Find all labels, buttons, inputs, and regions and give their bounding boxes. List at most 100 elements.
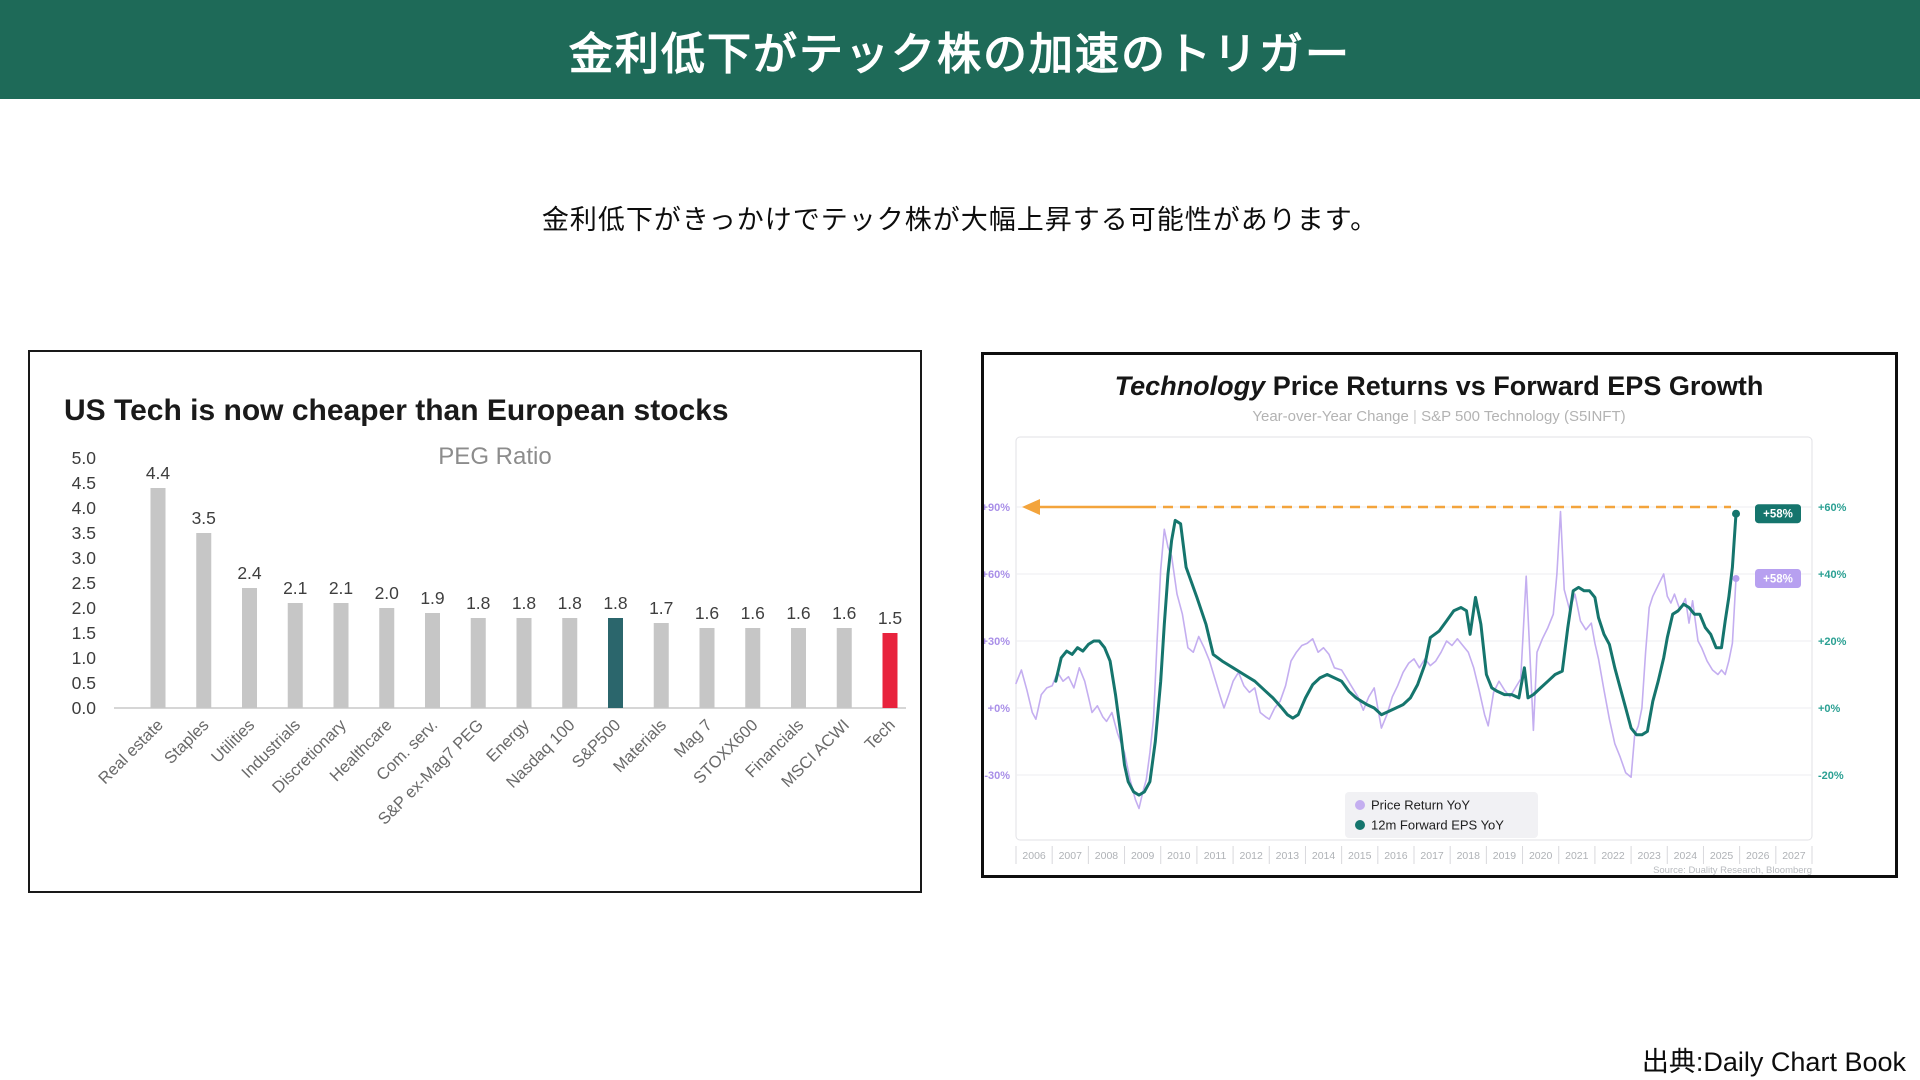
bar-value-label: 2.1 — [283, 578, 307, 598]
bar-healthcare — [379, 608, 395, 708]
series-end-badge: +58% — [1755, 504, 1801, 524]
legend: Price Return YoY 12m Forward EPS YoY — [1345, 792, 1538, 838]
right-axis-tick: +40% — [1818, 569, 1847, 581]
bar-y-tick: 5.0 — [72, 448, 97, 468]
highlight-arrow — [1022, 499, 1731, 515]
year-label: 2018 — [1457, 850, 1481, 862]
bar-y-tick: 4.5 — [72, 473, 96, 493]
line-chart-title: Technology Price Returns vs Forward EPS … — [1115, 371, 1764, 401]
badge-label: +58% — [1763, 573, 1793, 585]
slide-subtitle: 金利低下がきっかけでテック株が大幅上昇する可能性があります。 — [541, 205, 1379, 235]
series-end-badge: +58% — [1755, 568, 1801, 588]
bar-category-label: Mag 7 — [671, 716, 716, 761]
right-axis-labels: +60% +40% +20% +0% -20% — [1818, 502, 1847, 782]
bar-value-label: 1.7 — [649, 598, 673, 618]
legend-label: Price Return YoY — [1371, 798, 1470, 813]
year-label: 2008 — [1095, 850, 1119, 862]
year-label: 2021 — [1565, 850, 1589, 862]
bar-msci-acwi — [836, 628, 852, 708]
bar-y-tick: 1.5 — [72, 623, 96, 643]
series-end-dot — [1732, 509, 1741, 518]
bar-category-label: Tech — [861, 716, 898, 753]
slide-title: 金利低下がテック株の加速のトリガー — [569, 29, 1351, 79]
plot-gridlines — [1016, 506, 1812, 776]
bar-value-label: 1.8 — [466, 593, 490, 613]
year-label: 2020 — [1529, 850, 1553, 862]
bar-financials — [791, 628, 806, 708]
slide-source: 出典:Daily Chart Book — [1641, 1047, 1906, 1077]
bar-category-label: Real estate — [95, 716, 167, 788]
right-axis-tick: -20% — [1818, 770, 1844, 782]
bar-y-axis: 0.0 0.5 1.0 1.5 2.0 2.5 3.0 3.5 4.0 4.5 5.0 — [72, 448, 97, 718]
left-axis-tick: +60% — [984, 569, 1010, 581]
bar-tech — [882, 633, 898, 708]
bar-y-tick: 0.0 — [72, 698, 97, 718]
bar-y-tick: 0.5 — [72, 673, 96, 693]
arrow-head-icon — [1022, 499, 1040, 515]
bar-staples — [196, 533, 212, 708]
bar-value-label: 1.6 — [695, 603, 719, 623]
x-axis-years: 2006 2007 2008 2009 2010 2011 2012 2013 2014 2015… — [1015, 846, 1813, 864]
year-label: 2026 — [1746, 850, 1770, 862]
left-axis-tick: +0% — [988, 703, 1011, 715]
bar-value-label: 1.6 — [832, 603, 856, 623]
bar-value-label: 1.6 — [786, 603, 810, 623]
line-chart-subtitle: Year-over-Year Change | S&P 500 Technolo… — [1252, 408, 1625, 425]
bar-value-label: 1.8 — [558, 593, 582, 613]
right-axis-tick: +0% — [1818, 703, 1841, 715]
bar-value-label: 4.4 — [146, 463, 171, 483]
bar-value-label: 1.5 — [878, 608, 902, 628]
year-label: 2027 — [1782, 850, 1806, 862]
bar-y-tick: 2.0 — [72, 598, 97, 618]
bar-nasdaq-100 — [562, 618, 578, 708]
bar-value-label: 3.5 — [192, 508, 216, 528]
bar-value-label: 1.6 — [741, 603, 765, 623]
bar-energy — [516, 618, 532, 708]
badge-bg — [1755, 568, 1801, 588]
year-label: 2011 — [1204, 850, 1227, 862]
legend-dot-icon — [1355, 800, 1365, 810]
year-label: 2017 — [1420, 850, 1444, 862]
series-line-price-return-yoy — [1015, 510, 1737, 810]
bar-stoxx600 — [745, 628, 761, 708]
series-line-12m-forward-eps-yoy — [1054, 512, 1738, 797]
left-axis-labels: +90% +60% +30% +0% -30% — [984, 502, 1010, 782]
bar-y-tick: 3.5 — [72, 523, 96, 543]
tech-eps-line-chart: Technology Price Returns vs Forward EPS … — [984, 371, 1847, 875]
year-label: 2015 — [1348, 850, 1372, 862]
year-label: 2025 — [1710, 850, 1734, 862]
line-chart-subtitle-separator: | — [1409, 408, 1421, 425]
bar-chart-title: US Tech is now cheaper than European sto… — [64, 394, 729, 427]
bar-mag-7 — [699, 628, 715, 708]
year-label: 2006 — [1022, 850, 1046, 862]
year-label: 2023 — [1638, 850, 1662, 862]
right-axis-tick: +60% — [1818, 502, 1847, 514]
slide-header: 金利低下がテック株の加速のトリガー — [0, 0, 1920, 99]
right-axis-tick: +20% — [1818, 636, 1847, 648]
legend-label: 12m Forward EPS YoY — [1371, 818, 1504, 833]
bar-value-label: 1.8 — [512, 593, 536, 613]
bar-industrials — [287, 603, 303, 708]
bar-discretionary — [333, 603, 349, 708]
bar-value-label: 2.1 — [329, 578, 353, 598]
bar-real-estate — [150, 488, 166, 708]
bar-s-p500 — [608, 618, 623, 708]
year-label: 2022 — [1601, 850, 1625, 862]
year-label: 2019 — [1493, 850, 1517, 862]
bar-com-serv- — [425, 613, 440, 708]
peg-ratio-chart-card: US Tech is now cheaper than European sto… — [28, 350, 922, 893]
chart-source-label: Source: Duality Research, Bloomberg — [1653, 865, 1812, 875]
year-label: 2013 — [1276, 850, 1300, 862]
legend-bg — [1345, 792, 1538, 838]
legend-dot-icon — [1355, 820, 1365, 830]
left-axis-tick: -30% — [984, 770, 1010, 782]
line-chart-subtitle-right: S&P 500 Technology (S5INFT) — [1421, 408, 1626, 425]
year-label: 2010 — [1167, 850, 1191, 862]
peg-ratio-bar-chart: US Tech is now cheaper than European sto… — [64, 394, 906, 828]
bar-value-label: 1.9 — [420, 588, 444, 608]
year-label: 2012 — [1240, 850, 1264, 862]
bar-y-tick: 4.0 — [72, 498, 97, 518]
bar-chart-subtitle: PEG Ratio — [438, 443, 551, 470]
bar-utilities — [242, 588, 257, 708]
